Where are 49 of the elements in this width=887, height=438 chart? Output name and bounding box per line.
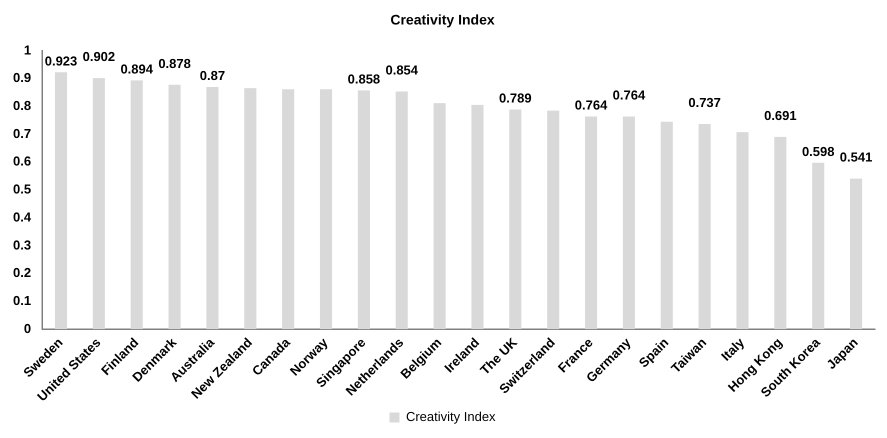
bar bbox=[396, 91, 408, 330]
y-tick-label: 0.1 bbox=[12, 292, 32, 308]
legend-label: Creativity Index bbox=[406, 409, 496, 424]
bar bbox=[206, 86, 218, 330]
data-label: 0.902 bbox=[82, 49, 116, 64]
bar bbox=[54, 72, 68, 330]
bar bbox=[547, 110, 560, 330]
bar bbox=[130, 80, 143, 330]
data-label: 0.598 bbox=[802, 144, 834, 159]
y-tick-label: 0.8 bbox=[12, 98, 32, 114]
bar bbox=[282, 89, 294, 330]
y-tick-label: 0 bbox=[24, 320, 32, 336]
bar bbox=[244, 88, 256, 330]
bar bbox=[774, 136, 786, 330]
data-label: 0.764 bbox=[612, 88, 646, 103]
bar bbox=[622, 116, 635, 330]
data-label: 0.541 bbox=[840, 150, 872, 165]
chart-title: Creativity Index bbox=[390, 11, 495, 28]
bar bbox=[660, 122, 673, 330]
y-tick-label: 0.4 bbox=[12, 209, 32, 224]
bar bbox=[471, 104, 484, 330]
y-tick-label: 0.3 bbox=[12, 237, 32, 252]
y-tick-label: 0.5 bbox=[12, 182, 32, 197]
bar bbox=[168, 84, 181, 330]
y-tick-label: 0.9 bbox=[12, 70, 32, 86]
data-label: 0.691 bbox=[764, 108, 797, 123]
data-label: 0.87 bbox=[200, 68, 226, 84]
bar bbox=[736, 132, 749, 330]
bar bbox=[320, 89, 332, 330]
data-label: 0.764 bbox=[574, 98, 608, 113]
data-label: 0.789 bbox=[499, 90, 532, 106]
y-tick-label: 1 bbox=[24, 42, 32, 58]
bar bbox=[584, 116, 598, 330]
data-label: 0.737 bbox=[688, 95, 721, 110]
data-label: 0.854 bbox=[385, 62, 419, 78]
y-tick-label: 0.6 bbox=[12, 154, 32, 169]
bar bbox=[92, 78, 105, 330]
data-label: 0.858 bbox=[348, 71, 380, 86]
bar bbox=[850, 178, 862, 330]
data-label: 0.923 bbox=[44, 53, 78, 68]
bar bbox=[698, 124, 711, 330]
data-label: 0.894 bbox=[120, 61, 154, 76]
y-tick-label: 0.7 bbox=[12, 126, 32, 141]
y-tick-label: 0.2 bbox=[12, 265, 32, 280]
bar bbox=[812, 162, 824, 330]
bar bbox=[358, 90, 370, 330]
bar bbox=[509, 110, 522, 330]
data-label: 0.878 bbox=[158, 56, 191, 71]
bar bbox=[434, 103, 446, 330]
